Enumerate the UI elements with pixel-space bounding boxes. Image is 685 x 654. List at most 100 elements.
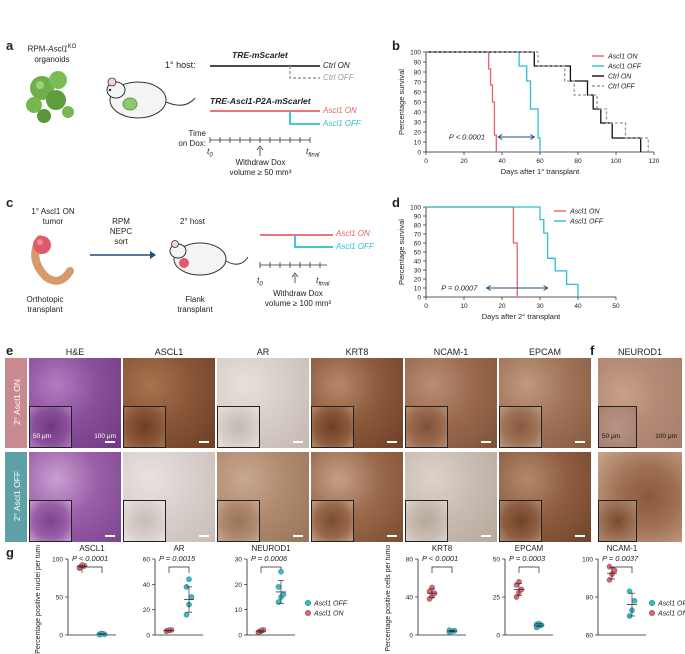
col-header-ar: AR: [256, 347, 270, 357]
scale-bar: [105, 535, 115, 537]
y-tick-label: 0: [59, 633, 63, 640]
x-tick-label: 30: [536, 303, 544, 310]
row-on-band: [5, 358, 27, 448]
micrograph-epcam-off: [499, 452, 591, 542]
panel-label-d: d: [392, 195, 400, 210]
micrograph-ncam-1-on: [405, 358, 497, 448]
plot-title: NEUROD1: [251, 545, 291, 553]
y-tick-label: 40: [143, 582, 151, 589]
y-tick-label: 100: [52, 557, 63, 564]
x-tick-label: 60: [536, 158, 544, 165]
y-tick-label: 50: [414, 100, 422, 107]
y-axis-label: Percentage positive cells per tumor: [385, 545, 392, 652]
data-point: [631, 598, 638, 604]
legend-label: Ascl1 ON: [607, 54, 639, 61]
y-tick-label: 80: [406, 557, 414, 564]
y-tick-label: 0: [409, 633, 413, 640]
data-point: [626, 588, 633, 595]
micrograph-inset: [405, 499, 449, 542]
data-point: [186, 576, 192, 583]
micrograph-h-e-on: 50 μm 100 μm: [29, 358, 121, 448]
row-on-label: 2° Ascl1 ON: [12, 379, 22, 425]
survival-chart-b: 0 10 20 30 40 50 60 70 80 90 100 0 20 40 60 80 100 120 Day…: [397, 50, 660, 177]
scale-label-inset: 50 μm: [33, 433, 52, 440]
orthotopic-tumor-icon: [31, 235, 74, 285]
x-tick-label: 50: [612, 303, 620, 310]
p-value-label: P = 0.0037: [602, 554, 639, 563]
panel-c-illustration: [31, 235, 249, 285]
p-value-label: P < 0.0001: [422, 554, 458, 563]
y-tick-label: 80: [414, 70, 422, 77]
x-axis-label: Days after 1° transplant: [501, 167, 580, 176]
p-value-label: P < 0.0001: [72, 554, 108, 563]
scale-label-main: 100 μm: [94, 433, 116, 440]
micrograph-inset: [217, 499, 261, 542]
y-tick-label: 100: [410, 205, 421, 212]
y-tick-label: 40: [406, 595, 414, 602]
micrograph-ar-off: [217, 452, 309, 542]
y-tick-label: 20: [414, 277, 422, 284]
sort-label: RPM NEPC sort: [109, 217, 133, 246]
y-axis-label: Percentage positive nuclei per tumor: [35, 545, 42, 654]
construct-bottom-label: TRE-Ascl1-P2A-mScarlet: [210, 96, 311, 106]
series-line: [426, 51, 541, 152]
organoid-mouse-illustration: [26, 71, 196, 123]
legend-label: Ascl1 ON: [313, 611, 345, 618]
micrograph-inset: [123, 405, 167, 448]
series-line: [426, 206, 579, 297]
micrograph-inset: [405, 405, 449, 448]
organoid-label: RPM-Ascl1KO organoids: [27, 44, 77, 64]
y-tick-label: 25: [493, 595, 501, 602]
y-tick-label: 40: [414, 110, 422, 117]
x-axis-label: Days after 2° transplant: [482, 312, 561, 321]
y-axis-label: Percentage survival: [397, 219, 406, 285]
t0-label-c: t0: [257, 275, 263, 288]
series-line: [426, 51, 649, 152]
panel-a-schematic: [209, 65, 320, 156]
tumor-label: 1° Ascl1 ON tumor: [31, 207, 75, 226]
plot-title: NCAM-1: [607, 545, 638, 553]
y-tick-label: 10: [414, 140, 422, 147]
y-tick-label: 0: [238, 633, 242, 640]
withdraw-label-c: Withdraw Dox volume ≥ 100 mm³: [264, 289, 332, 308]
significance-bracket: [260, 566, 282, 573]
scale-bar: [293, 535, 303, 537]
legend-label: Ascl1 OFF: [607, 64, 642, 71]
time-label: Time on Dox:: [178, 129, 206, 148]
y-tick-label: 30: [414, 268, 422, 275]
data-point: [611, 567, 618, 574]
scale-bar: [387, 441, 397, 443]
col-header-h-e: H&E: [65, 347, 85, 357]
significance-bracket: [81, 566, 103, 573]
micrograph-epcam-on: [499, 358, 591, 448]
t0-label: t0: [207, 146, 213, 159]
host-label: 1° host:: [165, 60, 196, 70]
data-point: [280, 591, 287, 598]
legend-marker: [305, 609, 312, 616]
panel-c-schematic: [259, 234, 333, 283]
x-tick-label: 0: [424, 303, 428, 310]
data-point: [606, 577, 613, 583]
micrograph-krt8-on: [311, 358, 403, 448]
y-tick-label: 30: [235, 557, 243, 564]
y-tick-label: 90: [414, 214, 422, 221]
panel-e: 2° Ascl1 ON 2° Ascl1 OFF: [0, 340, 590, 542]
plot-title: KRT8: [432, 545, 453, 553]
data-point: [275, 584, 282, 590]
plot-title: AR: [173, 545, 184, 553]
micrograph-inset: [598, 405, 638, 448]
panel-label-b: b: [392, 38, 400, 53]
x-tick-label: 40: [574, 303, 582, 310]
y-tick-label: 70: [414, 232, 422, 239]
micrograph-h-e-off: [29, 452, 121, 542]
scale-bar: [387, 535, 397, 537]
y-tick-label: 20: [414, 130, 422, 137]
y-axis-label: Percentage survival: [397, 69, 406, 135]
arrow-head-right: [543, 285, 549, 291]
arm-ascl1-on-label: Ascl1 ON: [323, 106, 357, 115]
x-tick-label: 20: [498, 303, 506, 310]
y-tick-label: 60: [143, 557, 151, 564]
micrograph-inset: [499, 405, 543, 448]
legend-marker: [305, 600, 312, 607]
